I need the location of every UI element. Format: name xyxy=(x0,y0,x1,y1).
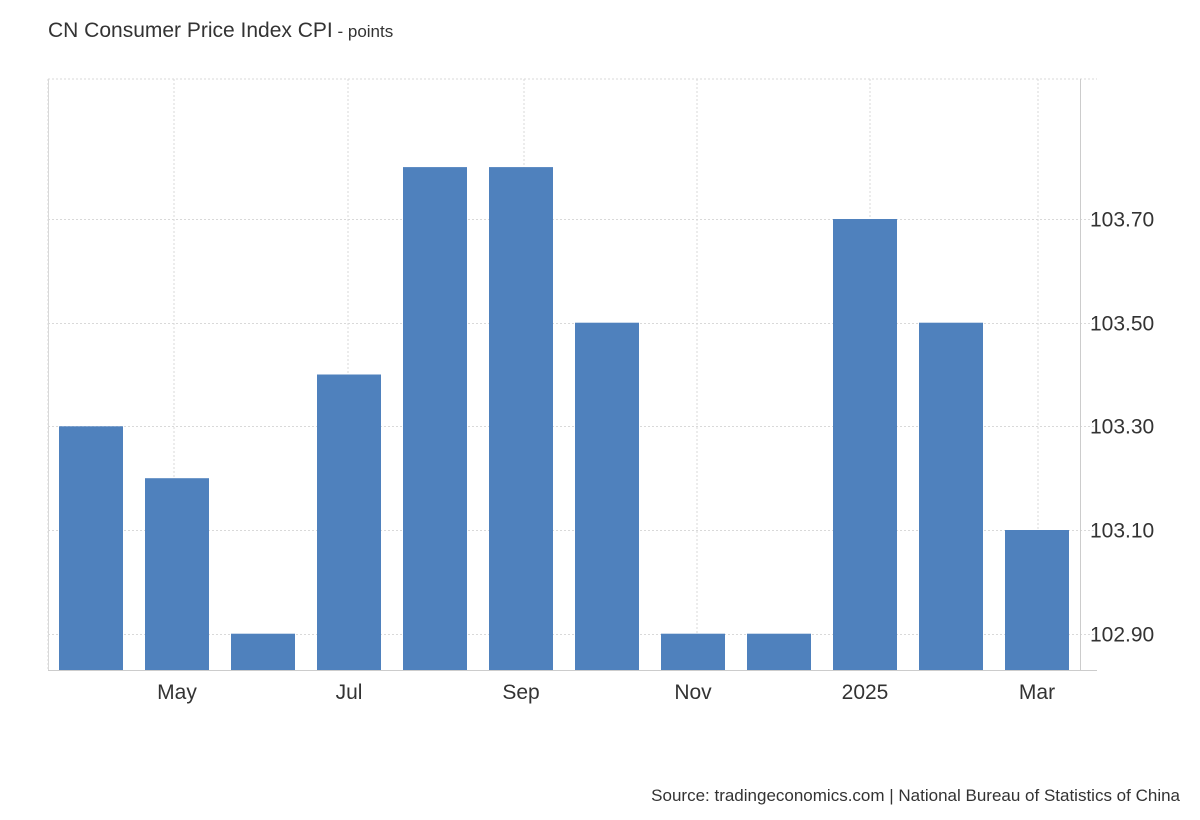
x-tick-label: 2025 xyxy=(842,681,889,704)
bar[interactable] xyxy=(1005,530,1069,670)
bar-layer xyxy=(59,167,1069,670)
bar[interactable] xyxy=(833,219,897,670)
bar[interactable] xyxy=(403,167,467,670)
bar[interactable] xyxy=(317,374,381,671)
x-tick-label: Jul xyxy=(336,681,363,704)
y-tick-label: 103.30 xyxy=(1090,416,1154,439)
x-tick-label: Mar xyxy=(1019,681,1055,704)
y-tick-label: 103.70 xyxy=(1090,209,1154,232)
bar[interactable] xyxy=(145,478,209,670)
axis-layer: 102.90 103.10 103.30 103.50 103.70 May Jul Sep N… xyxy=(48,79,1154,704)
chart-unit-separator: - xyxy=(332,22,348,41)
bar[interactable] xyxy=(489,167,553,670)
x-tick-label: May xyxy=(157,681,197,704)
bar[interactable] xyxy=(59,426,123,670)
y-tick-label: 102.90 xyxy=(1090,624,1154,647)
x-tick-label: Nov xyxy=(674,681,712,704)
bar[interactable] xyxy=(231,633,295,670)
chart-plot: 102.90 103.10 103.30 103.50 103.70 May Jul Sep N… xyxy=(47,78,1154,704)
chart-title-text: CN Consumer Price Index CPI xyxy=(48,19,333,42)
chart-title: CN Consumer Price Index CPI - points xyxy=(48,19,393,43)
y-tick-label: 103.10 xyxy=(1090,520,1154,543)
bar[interactable] xyxy=(747,633,811,670)
bar[interactable] xyxy=(661,633,725,670)
chart-unit: points xyxy=(347,22,394,41)
x-tick-label: Sep xyxy=(502,681,539,704)
bar[interactable] xyxy=(919,322,983,670)
bar[interactable] xyxy=(575,322,639,670)
source-credit: Source: tradingeconomics.com | National … xyxy=(651,786,1180,805)
y-tick-label: 103.50 xyxy=(1090,313,1154,336)
